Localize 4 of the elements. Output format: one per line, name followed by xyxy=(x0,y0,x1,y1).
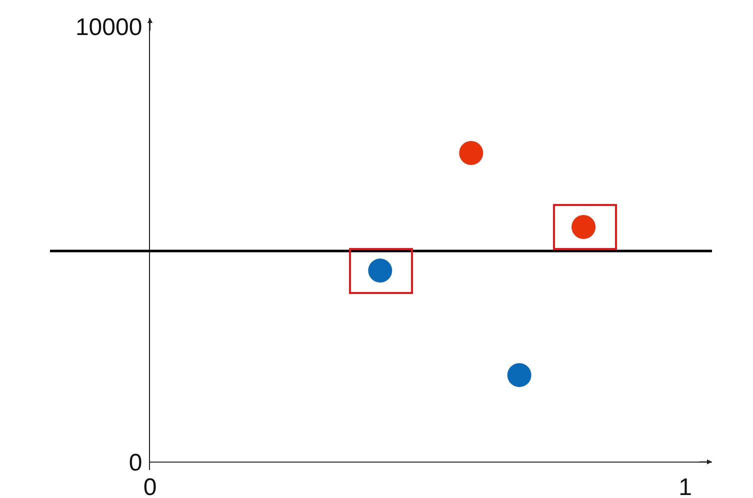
point xyxy=(459,140,484,165)
x-tick-label: 1 xyxy=(678,474,692,498)
point xyxy=(507,363,532,388)
y-tick-label: 10000 xyxy=(75,14,142,42)
